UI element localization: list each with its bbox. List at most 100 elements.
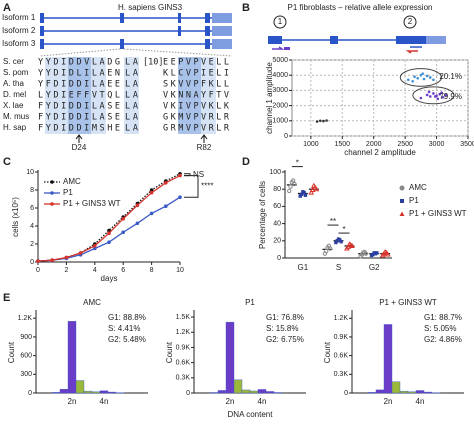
- sequence: YYDIDDVLADG: [38, 58, 120, 68]
- x-tick-label: G1: [297, 263, 308, 272]
- legend-marker: [50, 180, 54, 184]
- x-tick-label: 2500: [397, 141, 413, 148]
- y-tick-label: 0: [344, 390, 348, 397]
- x-tick-label: 1500: [334, 141, 350, 148]
- marker: [164, 204, 168, 208]
- data-point: [363, 251, 368, 256]
- histogram-bar: [399, 390, 409, 394]
- sequence: VKIVPVKLK: [163, 102, 230, 112]
- y-axis-label: channel 1 amplitude: [265, 62, 274, 134]
- droplet: [419, 96, 423, 100]
- marker: [107, 231, 111, 235]
- y-tick-label: 80: [273, 186, 281, 193]
- cycle-stat: G2: 5.48%: [108, 335, 146, 344]
- sequence: GRMVPVRLR: [163, 124, 230, 134]
- residue-marker: R82: [197, 143, 212, 152]
- x-tick-label: 3000: [429, 141, 445, 148]
- x-tick-label: 1000: [303, 141, 319, 148]
- x-tick-label: G2: [369, 263, 380, 272]
- data-point: [309, 187, 316, 193]
- significance: **: [330, 217, 336, 226]
- histogram-bar: [265, 391, 275, 394]
- y-tick-label: 1000: [272, 118, 288, 125]
- exon-diagram: [268, 15, 446, 54]
- x-tick-label: 10: [176, 267, 184, 274]
- cycle-stat: G1: 88.8%: [108, 313, 146, 322]
- y-tick-label: 0.9K: [176, 344, 191, 351]
- histogram-bar: [273, 392, 283, 394]
- sequence: KLCVPIELI: [163, 69, 229, 79]
- data-point: [334, 240, 338, 245]
- panel-label: C: [3, 156, 11, 168]
- histogram-bar: [383, 324, 393, 394]
- droplet: [411, 79, 414, 83]
- series-line: [37, 175, 181, 262]
- droplet: [425, 74, 429, 78]
- x-axis-label: channel 2 amplitude: [344, 148, 416, 157]
- x-tick-label: 4n: [416, 397, 425, 406]
- droplet: [428, 95, 432, 98]
- droplet: [440, 91, 443, 94]
- data-point: [288, 184, 293, 189]
- y-tick-label: 40: [273, 220, 281, 227]
- histogram-bar: [91, 391, 101, 394]
- marker: [50, 258, 54, 263]
- droplet: [432, 92, 435, 95]
- data-point: [292, 181, 297, 187]
- significance: ****: [201, 182, 213, 191]
- data-point: [349, 242, 355, 248]
- droplet: [318, 119, 322, 123]
- legend-label: P1: [63, 188, 73, 197]
- cycle-stat: S: 15.8%: [266, 324, 298, 333]
- droplet: [434, 95, 437, 98]
- exon-number: 2: [408, 17, 413, 26]
- y-tick-label: 0: [30, 259, 34, 266]
- y-tick-label: 8: [30, 187, 34, 194]
- chart-title: P1: [245, 298, 255, 307]
- species-label: A. tha: [3, 79, 24, 88]
- cycle-stat: S: 4.41%: [108, 324, 140, 333]
- sequence: FYDIDDILASE: [38, 102, 120, 112]
- cycle-stat: G2: 6.75%: [266, 335, 304, 344]
- y-tick-label: 0: [28, 390, 32, 397]
- y-tick-label: 1.2K: [176, 329, 191, 336]
- y-tick-label: 1.2K: [334, 315, 349, 322]
- y-tick-label: 20: [273, 238, 281, 245]
- droplet: [441, 95, 445, 99]
- marker: [107, 240, 111, 244]
- y-tick-label: 0: [284, 133, 288, 140]
- species-label: D. mel: [3, 90, 26, 99]
- y-tick-label: 0.6K: [334, 352, 349, 359]
- y-axis-label: cells (x10⁵): [11, 197, 20, 237]
- histogram-bar: [67, 321, 77, 394]
- series-line: [37, 173, 181, 262]
- y-axis-label: Count: [165, 341, 174, 363]
- histogram-bar: [249, 390, 259, 394]
- droplet: [419, 73, 423, 77]
- histogram-bar: [225, 321, 235, 394]
- x-tick-label: 4n: [258, 397, 267, 406]
- y-tick-label: 0: [277, 255, 281, 262]
- y-tick-label: 4000: [272, 72, 288, 79]
- marker: [149, 188, 154, 192]
- histogram-bar: [367, 392, 377, 394]
- histogram-bar: [209, 392, 219, 394]
- marker: [121, 230, 125, 235]
- alignment-shading: [45, 57, 216, 143]
- histogram-bar: [233, 379, 243, 394]
- marker: [135, 221, 140, 226]
- panel-label: E: [3, 292, 10, 304]
- y-tick-label: 600: [20, 352, 32, 359]
- significance: *: [342, 225, 345, 234]
- marker: [149, 211, 154, 216]
- x-tick-label: 8: [150, 267, 154, 274]
- x-tick-label: 3500: [460, 141, 474, 148]
- marker: [93, 244, 97, 248]
- droplet: [436, 97, 440, 101]
- histogram-bar: [51, 392, 61, 394]
- sequence: YFDIDDILAEE: [38, 80, 120, 90]
- x-tick-label: 4: [93, 267, 97, 274]
- y-axis-label: Percentage of cells: [258, 181, 267, 249]
- cluster-outline: [399, 68, 442, 87]
- legend-label: AMC: [63, 177, 81, 186]
